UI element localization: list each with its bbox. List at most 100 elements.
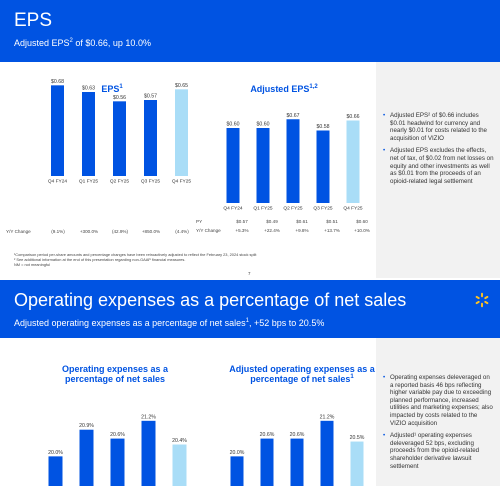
bar [141,420,156,486]
bar [350,441,364,486]
row-label: PY [196,219,203,224]
bar [290,438,304,486]
bar [346,120,360,203]
bar-chart-svg: 20.0% 20.9% 20.6% 21.2% 20.4% [48,414,187,486]
bar-value-label: 20.0% [230,450,245,456]
footnote: NM = not meaningful [14,262,51,267]
bar-value-label: $0.66 [347,114,360,120]
bar-value-label: 20.4% [172,438,187,444]
bar [82,92,95,176]
opex-slide: Operating expenses as a percentage of ne… [0,280,500,486]
bar [175,89,188,176]
bullet: Adjusted EPS² of $0.66 includes $0.01 he… [383,112,494,142]
footnote: ² See additional information at the end … [14,257,186,262]
table-cell: +9.8% [295,228,309,233]
category-label: Q4 FY25 [172,179,192,185]
slide-header: Operating expenses as a percentage of ne… [0,280,500,338]
bar-value-label: $0.58 [317,124,330,130]
table-cell: (42.9%) [111,229,129,234]
table-cell: +850.0% [141,229,161,234]
chart-title: EPS1 [101,84,123,94]
commentary-sidebar: Operating expenses deleveraged on a repo… [376,338,500,486]
bar [48,456,63,486]
bar-value-label: 20.9% [79,423,94,429]
bar-value-label: 21.2% [141,414,156,420]
table-cell: +300.0% [79,229,99,234]
table-cell: +10.0% [354,228,370,233]
opex-chart: Operating expenses as a percentage of ne… [30,360,200,486]
bar-value-label: $0.63 [82,86,95,92]
bar-value-label: $0.68 [51,79,64,85]
slide-subtitle: Adjusted operating expenses as a percent… [14,318,325,328]
bar-value-label: 20.0% [48,450,63,456]
bar-value-label: $0.56 [113,95,126,101]
category-label: Q4 FY24 [223,206,243,212]
bar-value-label: $0.57 [144,94,157,100]
page-number: 7 [248,271,251,276]
table-cell: +13.7% [324,228,340,233]
table-cell: +5.3% [235,228,249,233]
bullet: Adjusted EPS excludes the effects, net o… [383,147,494,185]
bar-value-label: 20.5% [350,435,365,441]
slide-title: EPS [14,10,53,31]
table-cell: $0.57 [236,219,248,224]
bar-chart-svg: 20.0% 20.6% 20.6% 21.2% 20.5% [230,414,365,486]
category-label: Q1 FY25 [79,179,99,185]
bar-value-label: 20.6% [110,432,125,438]
table-cell: $0.51 [326,219,338,224]
bar [113,101,126,176]
commentary-sidebar: Adjusted EPS² of $0.66 includes $0.01 he… [376,62,500,278]
bar-value-label: 20.6% [290,432,305,438]
bar [172,444,187,486]
table-cell: $0.60 [356,219,368,224]
chart-title: Adjusted EPS1,2 [250,84,318,94]
eps-slide: EPS Adjusted EPS2 of $0.66, up 10.0% EPS… [0,0,500,278]
bar-value-label: $0.65 [175,83,188,89]
slide-title: Operating expenses as a percentage of ne… [14,290,407,310]
eps-chart: EPS1 $0.68 Q4 FY24 $0.63 Q1 FY25 $0.56 Q2 FY2… [32,79,192,190]
category-label: Q4 FY25 [343,206,363,212]
walmart-spark-icon [475,292,489,308]
category-label: Q2 FY25 [110,179,130,185]
adjusted-opex-chart: Adjusted operating expenses as a percent… [222,360,382,486]
table-cell: +22.4% [264,228,280,233]
bar-chart-svg: $0.60 Q4 FY24 $0.60 Q1 FY25 $0.67 Q2 FY25 $0.5… [223,113,363,212]
footnotes: ¹Comparison period per-share amounts and… [14,252,354,267]
bar-value-label: 20.6% [260,432,275,438]
table-cell: $0.61 [296,219,308,224]
bar [320,420,334,486]
bar [110,438,125,486]
bar [286,119,300,203]
bar [230,456,244,486]
bar-value-label: $0.60 [227,122,240,128]
row-label: Y/Y Change [196,228,221,233]
category-label: Q4 FY24 [48,179,68,185]
category-label: Q3 FY25 [141,179,161,185]
chart-title: Operating expenses as a percentage of ne… [61,364,169,384]
footnote: ¹Comparison period per-share amounts and… [14,252,257,257]
bar [226,128,240,203]
bar [51,85,64,176]
bar-value-label: 21.2% [320,414,335,420]
bar-chart-svg: $0.68 Q4 FY24 $0.63 Q1 FY25 $0.56 Q2 FY25 $0.5… [48,79,192,185]
table-cell: (4.4%) [175,229,189,234]
slide-subtitle: Adjusted EPS2 of $0.66, up 10.0% [14,38,151,48]
table-cell: $0.49 [266,219,278,224]
bar [144,100,157,176]
row-label: Y/Y Change [6,229,31,234]
bar [256,128,270,203]
chart-title: Adjusted operating expenses as a percent… [229,364,375,384]
bar [79,429,94,486]
category-label: Q1 FY25 [253,206,273,212]
bar [260,438,274,486]
adjusted-eps-chart: Adjusted EPS1,2 $0.60 Q4 FY24 $0.60 Q1 FY25… [194,80,374,212]
bar [316,130,330,203]
bullet: Operating expenses deleveraged on a repo… [383,374,494,427]
bar-value-label: $0.67 [287,113,300,119]
bullet: Adjusted¹ operating expenses deleveraged… [383,432,494,470]
table-cell: (9.1%) [51,229,65,234]
category-label: Q2 FY25 [283,206,303,212]
slide-header: EPS Adjusted EPS2 of $0.66, up 10.0% [0,0,500,62]
category-label: Q3 FY25 [313,206,333,212]
bar-value-label: $0.60 [257,122,270,128]
